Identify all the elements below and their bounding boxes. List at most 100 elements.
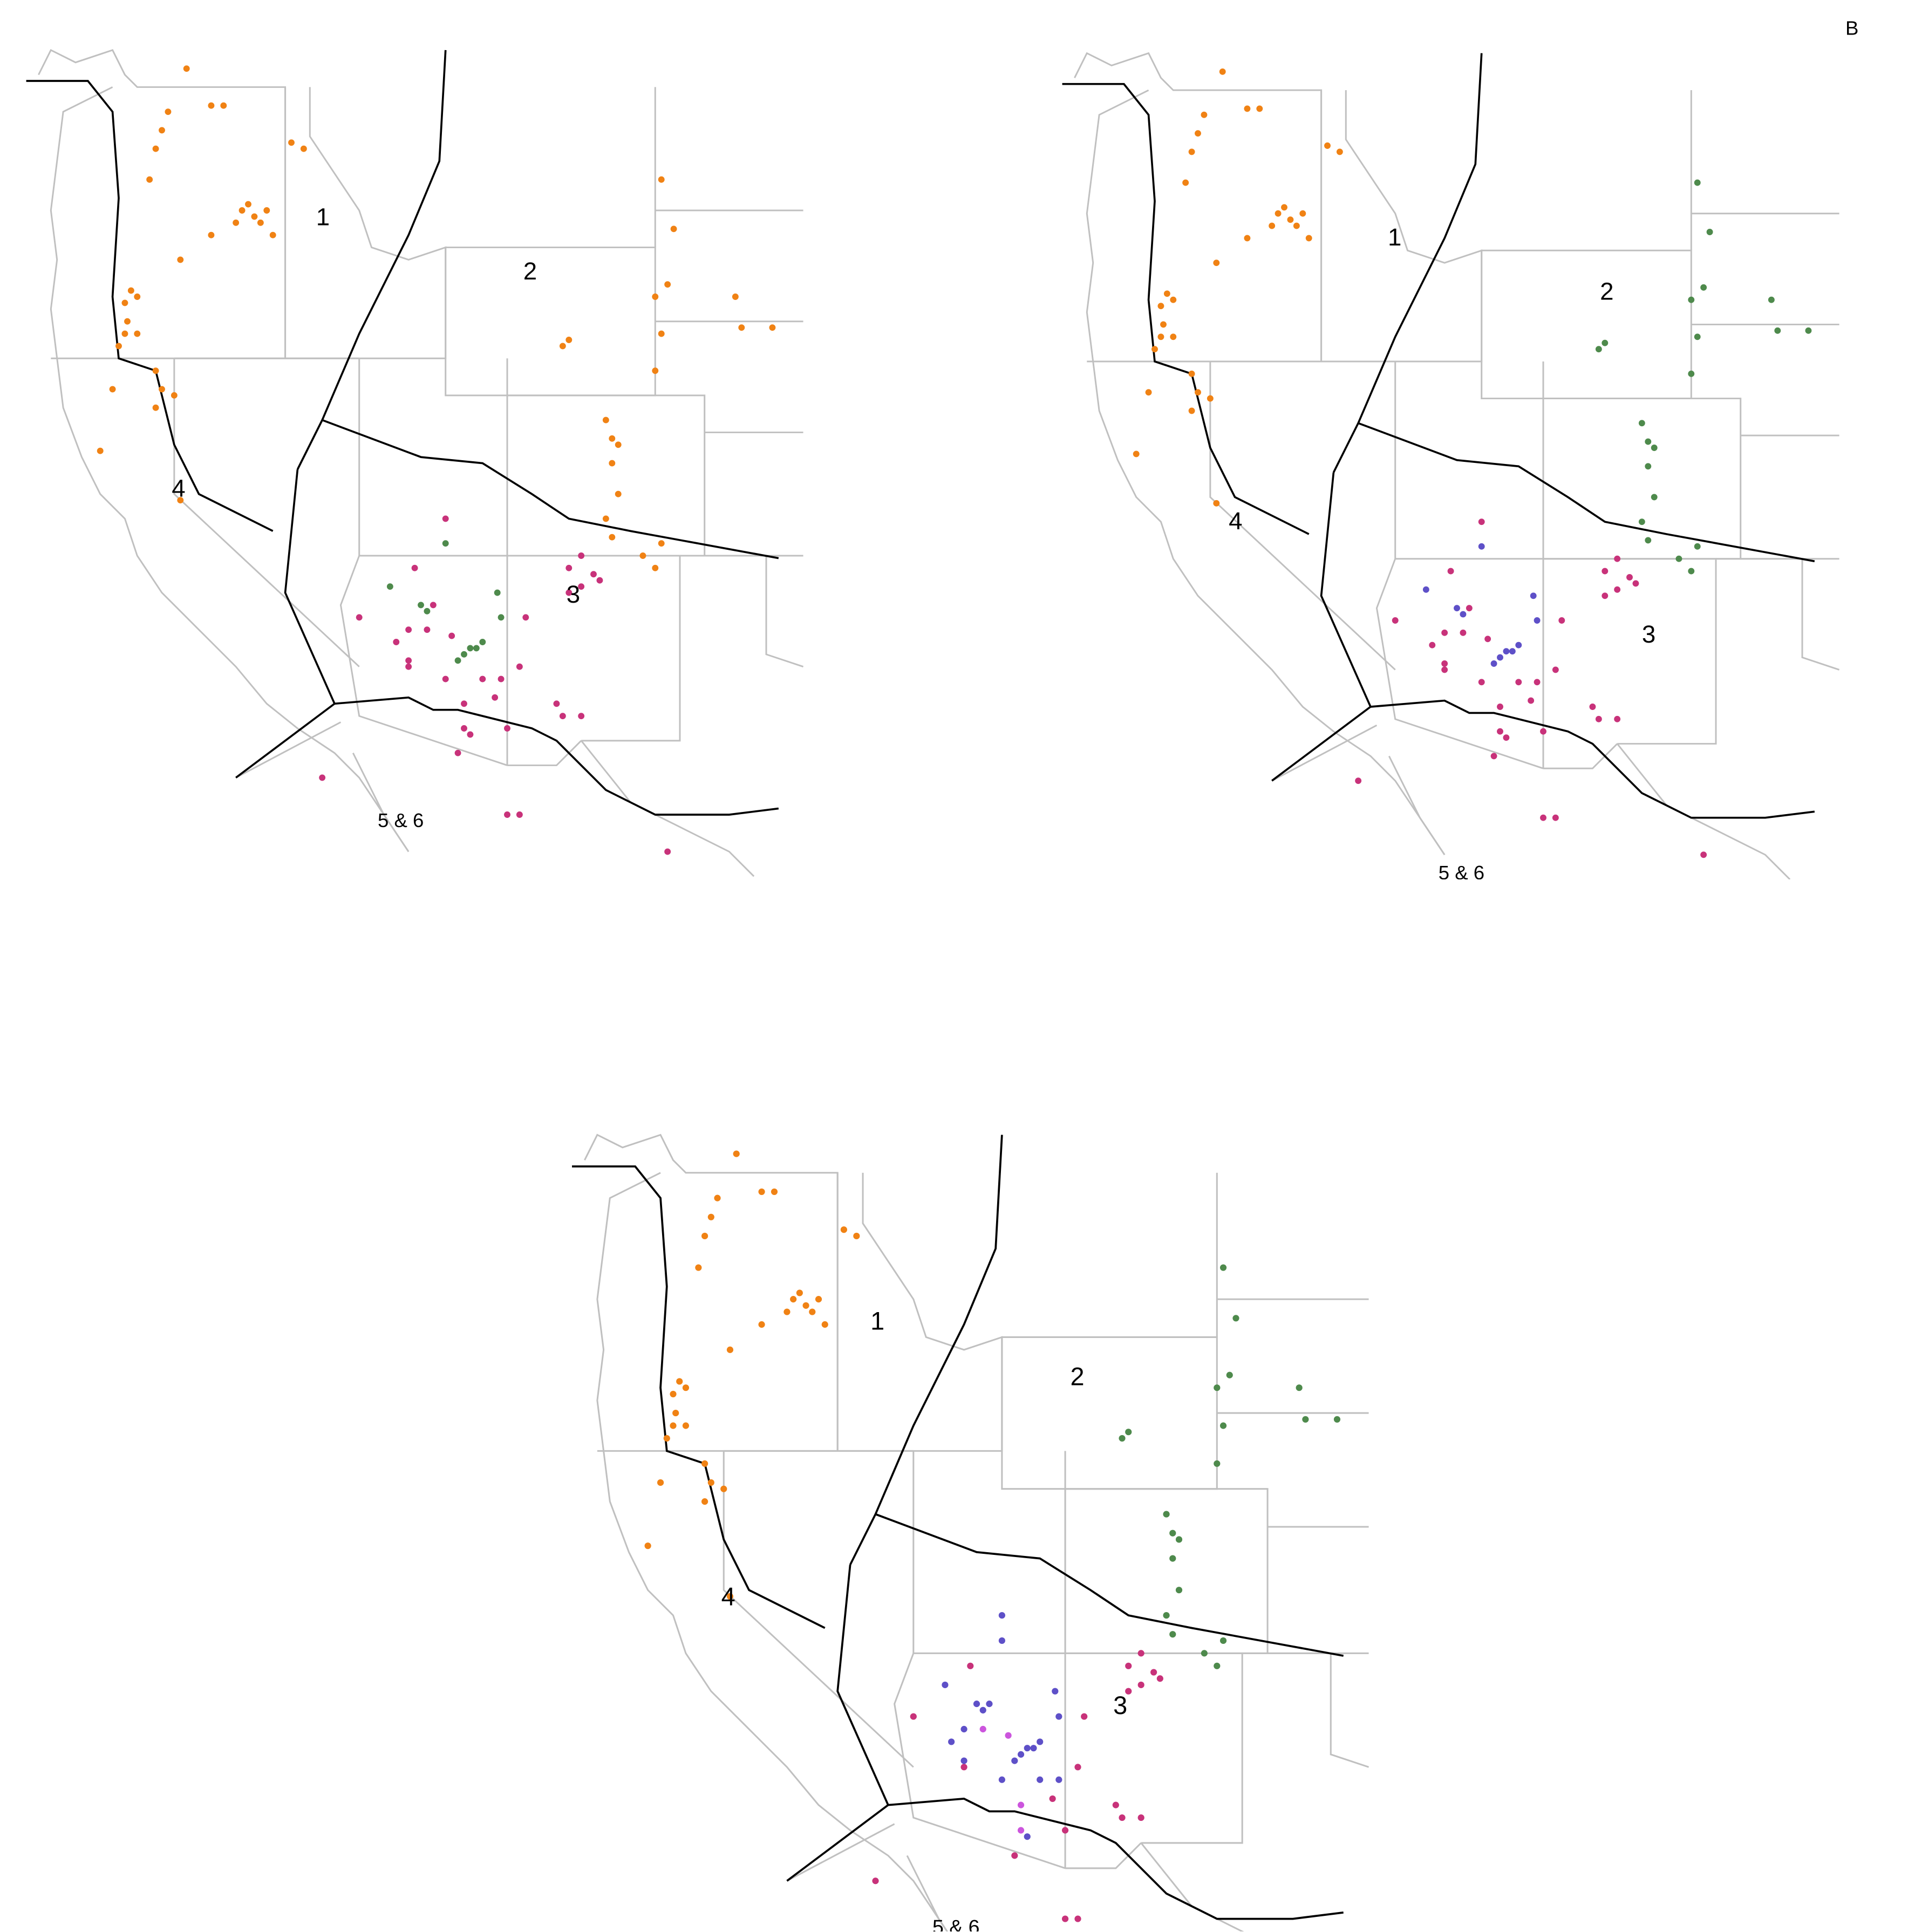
location-point-violet [979,1725,986,1733]
location-point-green [467,645,474,652]
location-point-blue [942,1681,949,1689]
location-point-green [1201,1650,1208,1657]
location-point-orange [1188,407,1195,414]
location-point-magenta [578,552,585,559]
location-point-orange [1293,222,1300,229]
location-point-green [1169,1555,1176,1562]
location-point-orange [565,337,573,343]
location-point-orange [602,515,609,522]
location-point-orange [802,1302,809,1309]
state-boundary [1209,361,1396,671]
location-point-orange [559,343,566,350]
location-point-orange [1219,68,1226,75]
region-boundary [875,1513,1344,1657]
location-point-magenta [467,731,474,738]
region-label-2: 2 [1070,1363,1084,1391]
region-label-1: 1 [316,203,330,230]
location-point-magenta [1614,555,1621,562]
state-boundary [912,1451,1066,1654]
location-point-green [1232,1315,1239,1322]
location-point-blue [1037,1776,1044,1783]
location-point-magenta [559,713,566,720]
region-boundary [1358,422,1815,563]
region-boundary [572,1165,826,1629]
map-c: C 1 2 3 4 5 & 6 [572,1134,1369,1931]
location-point-magenta [479,675,486,682]
location-point-magenta [411,564,418,571]
location-point-orange [1213,500,1220,507]
location-point-green [1163,1511,1170,1518]
location-point-magenta [1540,728,1546,735]
location-point-magenta [1441,629,1448,636]
region-label-5-6: 5 & 6 [1439,862,1484,879]
region-label-4: 4 [721,1582,735,1610]
location-point-orange [732,293,739,300]
location-point-magenta [1478,679,1485,686]
location-point-blue [998,1776,1005,1783]
location-point-magenta [461,725,467,732]
location-point-orange [733,1150,740,1157]
state-boundary [1375,558,1544,769]
location-point-blue [1017,1751,1025,1758]
location-point-green [1694,543,1701,550]
location-point-magenta [516,663,523,670]
location-point-orange [758,1321,765,1328]
location-point-orange [1244,105,1251,112]
location-point-magenta [448,632,455,639]
location-point-orange [171,392,178,399]
map-panel-a: A 1 2 3 4 5 & 6 [16,38,826,901]
location-point-blue [1460,611,1467,618]
region-label-1: 1 [1388,223,1401,251]
location-point-orange [769,324,776,331]
location-point-magenta [405,657,412,664]
location-point-orange [738,324,745,331]
location-point-magenta [960,1764,967,1771]
state-boundary [358,358,508,557]
location-point-magenta [1011,1852,1018,1859]
map-b: B 1 2 3 4 5 & 6 [1062,17,1858,879]
location-point-magenta [405,626,412,633]
state-boundary [1543,558,1717,745]
location-point-orange [1256,105,1263,112]
location-point-magenta [1125,1662,1132,1669]
location-point-blue [973,1701,980,1708]
location-point-magenta [1528,697,1535,704]
location-point-orange [809,1308,816,1315]
location-point-orange [251,213,258,220]
location-point-magenta [1484,636,1491,643]
location-point-orange [658,330,665,337]
location-point-green [1645,438,1652,445]
location-point-magenta [590,571,597,578]
location-point-orange [609,534,616,541]
location-point-green [1688,296,1695,303]
location-point-green [461,651,467,658]
location-point-magenta [1112,1801,1119,1808]
region-boundary [786,1804,889,1882]
region-boundary [322,419,779,559]
state-boundary [50,86,410,852]
location-point-magenta [516,811,523,818]
region-boundary [334,696,779,816]
region-boundary [235,702,336,779]
location-point-orange [658,176,665,183]
location-point-orange [701,1232,708,1240]
location-point-orange [208,231,215,238]
location-point-orange [639,552,646,559]
location-point-magenta [405,663,412,670]
state-boundary [596,1172,949,1931]
location-point-green [1214,1384,1221,1391]
region-label-4: 4 [1229,507,1242,535]
location-point-violet [1017,1827,1025,1834]
location-point-magenta [578,713,585,720]
location-point-green [1688,568,1695,575]
location-point-orange [652,293,659,300]
location-point-magenta [1119,1814,1126,1821]
location-point-orange [115,343,122,350]
location-point-blue [986,1701,993,1708]
location-point-orange [159,127,165,134]
location-point-orange [1133,450,1140,458]
location-point-magenta [1061,1915,1069,1922]
location-point-orange [134,293,141,300]
location-point-green [1805,327,1812,334]
region-boundary [836,1565,889,1806]
